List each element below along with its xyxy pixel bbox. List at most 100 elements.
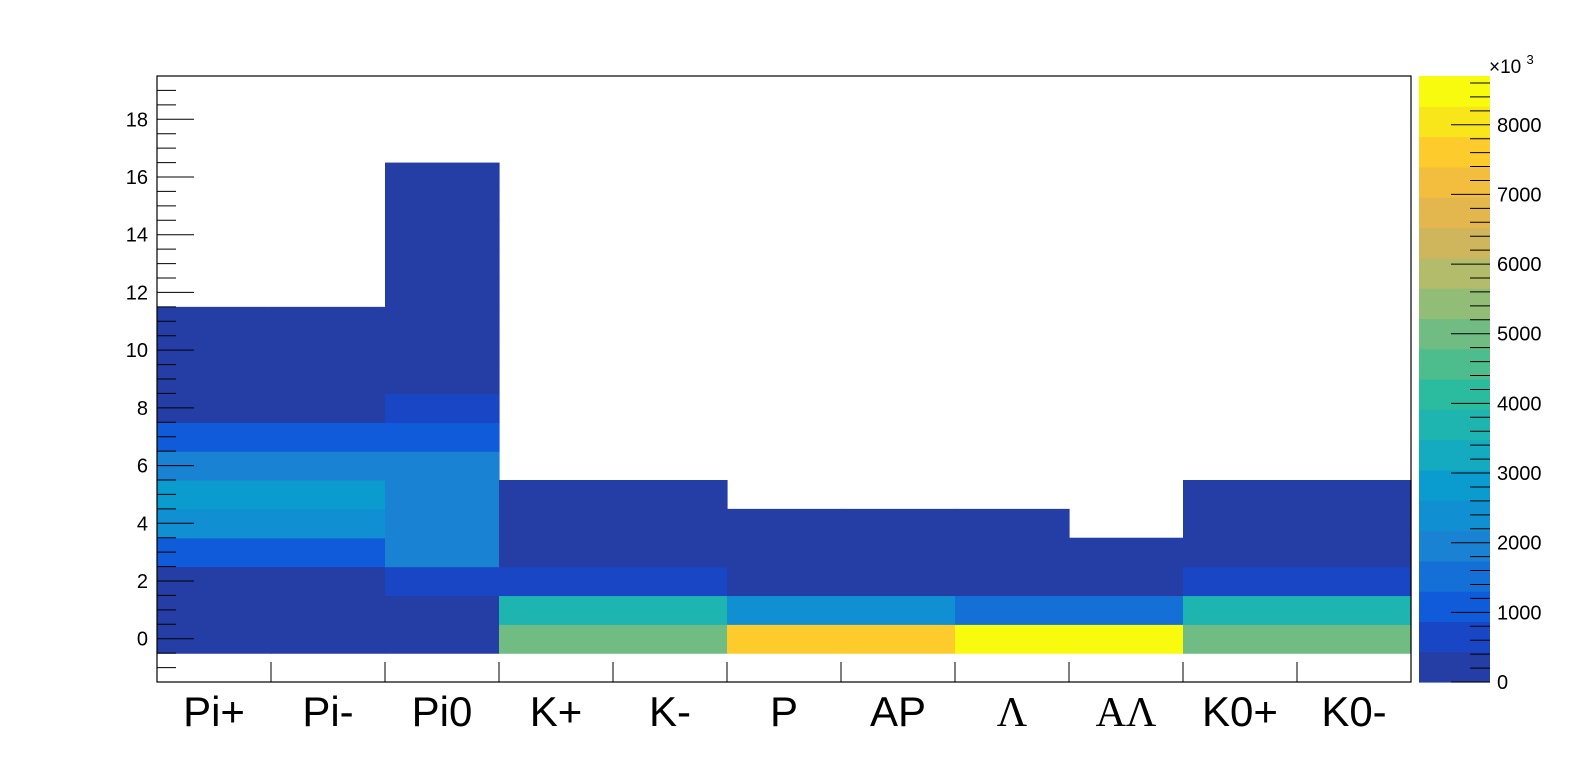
heatmap-cell	[1183, 480, 1298, 510]
heatmap-cell	[271, 480, 386, 510]
palette-swatch	[1419, 348, 1490, 380]
palette-swatch	[1419, 500, 1490, 532]
heatmap-cell	[841, 624, 956, 654]
y-tick-label: 2	[137, 571, 148, 593]
heatmap-cell	[385, 566, 500, 597]
x-axis: Pi+ Pi- Pi0 K+ K- P AP Λ AΛ K0+ K0-	[156, 662, 1412, 736]
heatmap-cell	[613, 508, 728, 539]
x-tick-label: K-	[649, 688, 691, 735]
heatmap-cell	[157, 595, 272, 625]
palette-swatch	[1419, 166, 1490, 198]
heatmap-cell	[385, 595, 500, 625]
heatmap-cell	[955, 624, 1070, 654]
heatmap-cell	[385, 508, 500, 539]
heatmap-cell	[385, 624, 500, 654]
heatmap-cell	[157, 364, 272, 395]
heatmap-cell	[385, 393, 500, 423]
z-tick-label: 4000	[1497, 393, 1542, 415]
heatmap-cell	[841, 508, 956, 539]
x-tick-label: AP	[870, 688, 926, 735]
z-axis: 0 1000 2000 3000 4000 5000 6000 7000 8000	[1451, 82, 1542, 694]
palette-swatch	[1419, 469, 1490, 501]
heatmap-cell	[499, 480, 614, 510]
palette-swatch	[1419, 76, 1490, 107]
x-tick-label: K0-	[1321, 688, 1386, 735]
y-tick-label: 16	[126, 167, 148, 189]
z-axis-exponent: ×10 3	[1489, 52, 1534, 78]
heatmap-cell	[157, 537, 272, 568]
heatmap-cell	[385, 162, 500, 193]
palette-swatch	[1419, 257, 1490, 289]
heatmap-cell	[385, 335, 500, 366]
heatmap-cell	[157, 480, 272, 510]
z-tick-label: 7000	[1497, 184, 1542, 206]
palette-swatch	[1419, 197, 1490, 229]
z-tick-label: 2000	[1497, 533, 1542, 555]
palette-swatch	[1419, 439, 1490, 471]
heatmap-cell	[385, 191, 500, 221]
heatmap-cell	[499, 566, 614, 597]
heatmap-cell	[1297, 480, 1412, 510]
y-tick-label: 14	[126, 225, 148, 247]
x-tick-label: Pi+	[183, 688, 245, 735]
y-tick-label: 4	[137, 513, 148, 535]
x-tick-label: Pi0	[412, 688, 473, 735]
heatmap-cell	[613, 480, 728, 510]
y-tick-label: 0	[137, 629, 148, 651]
heatmap-cell	[271, 451, 386, 481]
heatmap-cell	[841, 595, 956, 625]
palette-swatch	[1419, 651, 1490, 683]
heatmap-cell	[613, 595, 728, 625]
y-axis: 0 2 4 6 8 10 12 14 16 18	[126, 75, 194, 683]
y-tick-label: 8	[137, 398, 148, 420]
heatmap-cell	[157, 306, 272, 337]
z-axis-exponent-power: 3	[1527, 52, 1534, 67]
heatmap-cells	[157, 162, 1412, 654]
heatmap-cell	[1297, 537, 1412, 568]
z-tick-label: 8000	[1497, 115, 1542, 137]
palette-swatch	[1419, 106, 1490, 138]
heatmap-cell	[727, 566, 842, 597]
heatmap-cell	[1069, 595, 1184, 625]
heatmap-cell	[271, 595, 386, 625]
heatmap-cell	[271, 335, 386, 366]
palette-swatch	[1419, 409, 1490, 441]
heatmap-cell	[841, 537, 956, 568]
x-tick-label: K0+	[1202, 688, 1278, 735]
heatmap-cell	[1297, 508, 1412, 539]
heatmap-cell	[271, 508, 386, 539]
heatmap-cell	[727, 508, 842, 539]
z-tick-label: 3000	[1497, 463, 1542, 485]
heatmap-cell	[1069, 566, 1184, 597]
heatmap-cell	[1297, 595, 1412, 625]
heatmap-cell	[499, 624, 614, 654]
palette-swatch	[1419, 288, 1490, 319]
x-tick-label: P	[770, 688, 798, 735]
heatmap-cell	[841, 566, 956, 597]
z-axis-exponent-base: ×10	[1489, 57, 1521, 78]
heatmap-cell	[1183, 624, 1298, 654]
heatmap-cell	[385, 249, 500, 279]
heatmap-cell	[727, 624, 842, 654]
x-tick-label: K+	[530, 688, 583, 735]
heatmap-cell	[955, 508, 1070, 539]
y-tick-label: 10	[126, 340, 148, 362]
heatmap-cell	[613, 624, 728, 654]
heatmap-cell	[499, 537, 614, 568]
heatmap-cell	[1183, 566, 1298, 597]
z-tick-label: 1000	[1497, 602, 1542, 624]
heatmap-cell	[1069, 537, 1184, 568]
heatmap-cell	[499, 508, 614, 539]
palette-swatch	[1419, 560, 1490, 592]
heatmap-cell	[271, 566, 386, 597]
heatmap-cell	[727, 537, 842, 568]
heatmap-cell	[1297, 624, 1412, 654]
heatmap-cell	[271, 422, 386, 452]
z-tick-label: 5000	[1497, 324, 1542, 346]
heatmap-cell	[385, 422, 500, 452]
heatmap-cell	[1183, 508, 1298, 539]
palette-swatch	[1419, 591, 1490, 622]
x-tick-label: AΛ	[1096, 690, 1157, 736]
palette-swatch	[1419, 227, 1490, 259]
